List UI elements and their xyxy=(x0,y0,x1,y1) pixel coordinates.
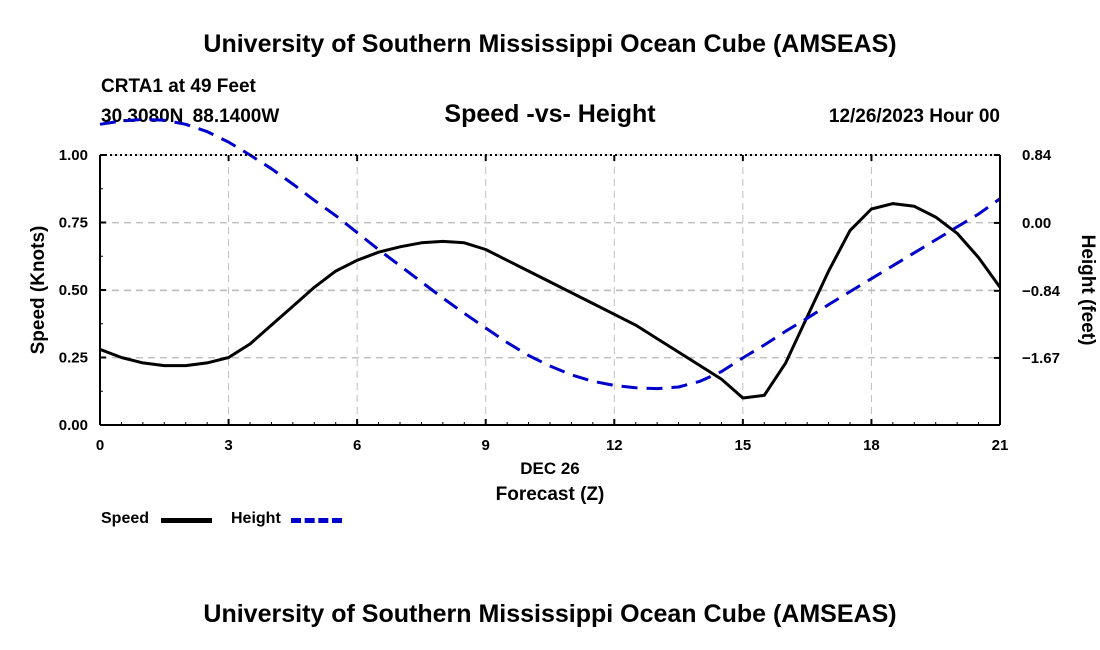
forecast-datetime: 12/26/2023 Hour 00 xyxy=(828,106,1000,127)
legend-height-label: Height xyxy=(231,510,281,527)
station-label: CRTA1 at 49 Feet xyxy=(101,76,256,97)
y2-tick-label: −0.84 xyxy=(1022,283,1061,300)
x-tick-label: 0 xyxy=(96,437,104,454)
chart-subtitle: Speed -vs- Height xyxy=(444,100,656,128)
x-tick-label: 3 xyxy=(224,437,232,454)
series-line-height xyxy=(99,117,1001,391)
y-axis-left: 0.00 0.25 0.50 0.75 1.00 xyxy=(59,147,106,434)
x-tick-label: 18 xyxy=(863,437,880,454)
speed-height-chart: 0 3 6 9 12 15 18 21 0.000.250.500.751.00 0.840.… xyxy=(28,117,1098,505)
y-tick-label: 0.50 xyxy=(59,282,88,299)
footer-title: University of Southern Mississippi Ocean… xyxy=(203,600,897,628)
y2-tick-label: 0.00 xyxy=(1022,215,1051,232)
y-tick-label: 0.00 xyxy=(59,417,88,434)
x-axis-label: Forecast (Z) xyxy=(496,484,605,505)
chart-title: University of Southern Mississippi Ocean… xyxy=(203,30,897,58)
x-tick-label: 15 xyxy=(735,437,752,454)
y-tick-label: 1.00 xyxy=(59,147,88,164)
series-line-speed xyxy=(99,202,1002,400)
y2-axis-label: Height (feet) xyxy=(1077,235,1098,346)
y-tick-label: 0.75 xyxy=(59,215,88,232)
x-axis: 0 3 6 9 12 15 18 21 xyxy=(96,155,1009,454)
legend-speed-label: Speed xyxy=(101,510,150,527)
legend-speed-swatch xyxy=(161,518,212,523)
x-tick-label: 12 xyxy=(606,437,623,454)
y-axis-right: 0.84 0.00 −0.84 −1.67 xyxy=(994,147,1061,367)
y2-tick-label: −1.67 xyxy=(1022,350,1060,367)
y2-tick-label: 0.84 xyxy=(1022,147,1052,164)
x-tick-label: 9 xyxy=(482,437,490,454)
y-axis-label: Speed (Knots) xyxy=(28,226,49,355)
x-tick-label: 6 xyxy=(353,437,361,454)
y-tick-label: 0.25 xyxy=(59,350,88,367)
station-coordinates: 30.3080N 88.1400W xyxy=(101,106,280,127)
grid-lines xyxy=(100,154,1000,425)
x-axis-date: DEC 26 xyxy=(520,459,580,478)
x-tick-label: 21 xyxy=(992,437,1009,454)
legend-height-swatch xyxy=(291,518,342,523)
series-layer xyxy=(99,117,1002,400)
